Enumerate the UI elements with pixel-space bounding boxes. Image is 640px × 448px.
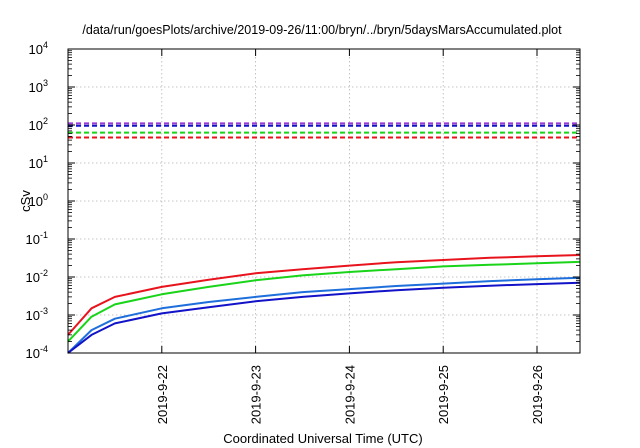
x-tick-label: 2019-9-24 xyxy=(342,365,357,424)
y-tick-label: 10-3 xyxy=(26,306,48,323)
y-tick-label: 10-1 xyxy=(26,230,48,247)
x-axis-label: Coordinated Universal Time (UTC) xyxy=(223,431,422,446)
grid xyxy=(68,49,580,353)
y-axis-label: cSv xyxy=(18,190,33,212)
x-axis: 2019-9-22 2019-9-23 2019-9-24 2019-9-25 2019… xyxy=(155,49,545,424)
y-tick-label: 104 xyxy=(29,40,48,57)
y-tick-label: 100 xyxy=(29,192,48,209)
chart-title: /data/run/goesPlots/archive/2019-09-26/1… xyxy=(82,23,562,37)
data-series xyxy=(67,122,581,354)
y-axis: 10-4 10-3 10-2 10-1 100 101 102 103 104 xyxy=(26,40,580,361)
x-tick-label: 2019-9-22 xyxy=(155,365,170,424)
series-line-red-solid xyxy=(67,254,581,336)
x-tick-label: 2019-9-26 xyxy=(530,365,545,424)
series-line-green-solid xyxy=(67,260,581,343)
series-line-lightblue-solid xyxy=(67,276,581,354)
x-tick-label: 2019-9-23 xyxy=(249,365,264,424)
x-tick-label: 2019-9-25 xyxy=(436,365,451,424)
series-line-darkblue-solid xyxy=(67,281,581,354)
y-tick-label: 10-2 xyxy=(26,268,48,285)
y-tick-label: 10-4 xyxy=(26,344,48,361)
y-tick-label: 101 xyxy=(29,154,48,171)
y-tick-label: 103 xyxy=(29,78,48,95)
y-tick-label: 102 xyxy=(29,116,48,133)
